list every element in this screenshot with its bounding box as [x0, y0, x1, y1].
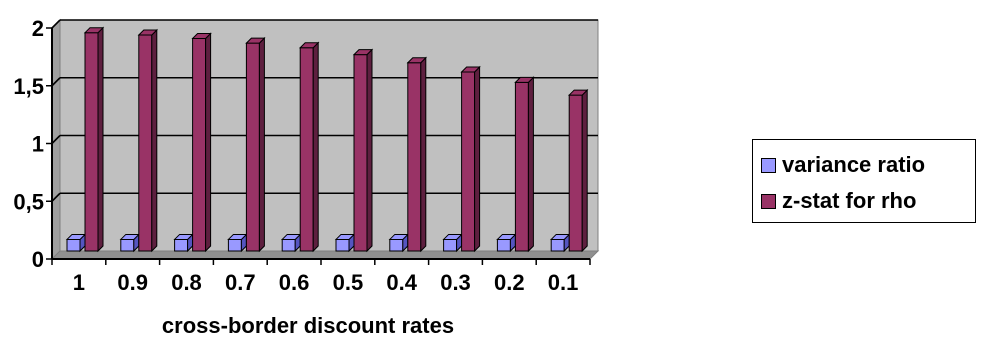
bar-0-7: [442, 233, 463, 253]
bar-0-8: [496, 233, 517, 253]
bar-0-0: [65, 233, 87, 253]
x-tick-label: 0.6: [279, 270, 310, 295]
bar-side: [527, 76, 534, 253]
bar-1-5: [352, 48, 374, 253]
bar-face: [281, 238, 296, 252]
bars: [65, 26, 589, 253]
gridline-side: [51, 192, 61, 202]
bar-face: [66, 238, 81, 252]
bar-top: [137, 29, 159, 36]
bar-1-8: [514, 76, 535, 253]
bar-face: [335, 238, 350, 252]
bar-top: [406, 57, 428, 64]
x-tick-labels: 1 0.9 0.8 0.7 0.6 0.5 0.4 0.3 0.2 0.1: [51, 259, 591, 295]
bar-0-1: [119, 233, 141, 253]
bar-side: [474, 65, 481, 253]
x-tick-label: 0.9: [117, 270, 148, 295]
bar-top: [567, 89, 589, 96]
bar-face: [568, 94, 583, 252]
bar-face: [407, 62, 422, 252]
legend-label-z-stat: z-stat for rho: [782, 188, 917, 213]
bar-face: [227, 238, 242, 252]
bar-face: [496, 238, 511, 252]
y-tick-label: 0: [32, 247, 44, 272]
legend-item-z-stat: z-stat for rho: [761, 188, 916, 214]
bar-side: [312, 41, 319, 253]
bar-face: [389, 238, 404, 252]
legend-label-variance-ratio: variance ratio: [782, 152, 926, 177]
bar-1-9: [567, 88, 589, 253]
bar-side: [366, 48, 373, 253]
y-tick-label: 0,5: [13, 189, 44, 214]
bar-face: [138, 34, 153, 252]
bar-1-7: [460, 65, 481, 253]
x-axis-title: cross-border discount rates: [162, 313, 454, 338]
y-tick-label: 2: [32, 16, 44, 41]
legend-item-variance-ratio: variance ratio: [761, 152, 925, 178]
bar-face: [353, 54, 368, 252]
legend: variance ratio z-stat for rho: [752, 139, 976, 223]
bar-side: [151, 28, 158, 253]
bar-face: [550, 238, 565, 252]
bar-0-3: [227, 233, 248, 253]
bar-face: [245, 42, 260, 252]
bar-top: [460, 66, 481, 73]
floor: [50, 250, 600, 260]
bar-top: [514, 76, 535, 83]
y-tick-label: 1: [32, 132, 44, 157]
x-tick-label: 0.3: [440, 270, 471, 295]
bar-side: [420, 56, 427, 253]
bar-face: [443, 238, 458, 252]
bar-side: [581, 88, 588, 253]
bar-0-6: [388, 233, 410, 253]
bar-1-2: [191, 32, 212, 253]
legend-swatch-z-stat: [761, 193, 776, 209]
bar-side: [97, 26, 104, 253]
bar-1-6: [406, 56, 428, 253]
x-tick-label: 0.5: [333, 270, 364, 295]
bar-top: [352, 49, 374, 56]
bar-1-1: [137, 28, 159, 253]
bar-face: [84, 32, 99, 252]
bar-face: [174, 238, 189, 252]
bar-0-9: [549, 233, 571, 253]
gridline-side: [51, 19, 61, 29]
x-tick-label: 0.1: [548, 270, 579, 295]
bar-0-5: [334, 233, 356, 253]
x-tick-label: 0.7: [225, 270, 256, 295]
y-tick-labels: 0 0,5 1 1,5 2: [13, 16, 52, 272]
bar-face: [120, 238, 135, 252]
bar-side: [205, 32, 212, 253]
bar-1-0: [83, 26, 105, 253]
bar-top: [191, 32, 212, 39]
bar-0-4: [280, 233, 302, 253]
bar-face: [461, 71, 476, 252]
legend-swatch-variance-ratio: [761, 157, 776, 173]
bar-top: [245, 37, 266, 44]
gridline-side: [51, 134, 61, 145]
bar-face: [192, 37, 207, 252]
bar-side: [258, 36, 265, 253]
y-tick-label: 1,5: [13, 74, 44, 99]
bar-1-4: [298, 41, 320, 253]
x-tick-label: 0.8: [171, 270, 202, 295]
x-tick-label: 0.4: [386, 270, 417, 295]
bar-face: [299, 47, 314, 252]
bar-0-2: [173, 233, 194, 253]
gridline-side: [51, 77, 61, 87]
bar-1-3: [245, 36, 266, 253]
x-tick-label: 0.2: [494, 270, 525, 295]
bar-top: [298, 42, 320, 49]
bar-face: [514, 81, 529, 252]
x-tick-label: 1: [73, 270, 85, 295]
bar-top: [83, 27, 105, 34]
